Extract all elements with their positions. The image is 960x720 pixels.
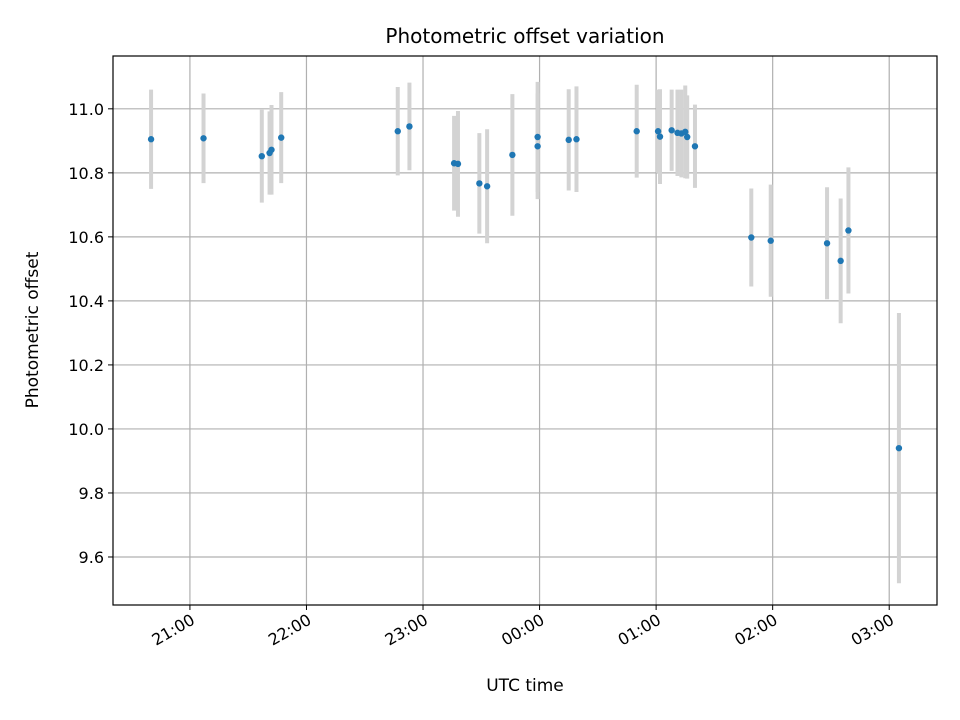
x-tick-label: 22:00	[265, 610, 314, 650]
data-point	[509, 151, 516, 159]
x-axis-ticks: 21:00 22:00 23:00 00:00 01:00 02:00 03:00	[148, 605, 897, 650]
data-point	[200, 135, 207, 142]
x-tick-label: 23:00	[382, 610, 431, 650]
data-point	[895, 444, 903, 452]
data-point	[633, 128, 640, 135]
y-tick-label: 9.6	[79, 548, 104, 567]
data-point	[691, 143, 699, 150]
y-axis-ticks: 9.6 9.8 10.0 10.2 10.4 10.6 10.8 11.0	[68, 100, 113, 567]
data-point	[534, 133, 541, 141]
data-point	[454, 160, 462, 168]
data-point	[534, 143, 541, 150]
data-point	[147, 136, 155, 143]
data-point	[837, 257, 844, 265]
data-point	[683, 133, 691, 141]
x-tick-label: 00:00	[498, 610, 547, 650]
data-point	[394, 128, 401, 135]
data-point	[483, 183, 491, 190]
x-tick-label: 03:00	[848, 610, 897, 650]
data-point	[748, 234, 755, 241]
y-tick-label: 10.0	[68, 420, 104, 439]
data-point	[406, 123, 413, 130]
data-point	[682, 128, 689, 136]
data-point	[767, 237, 774, 244]
y-tick-label: 10.6	[68, 228, 104, 247]
y-tick-label: 10.8	[68, 164, 104, 183]
data-point	[654, 128, 662, 135]
data-point	[268, 146, 275, 153]
data-point	[258, 152, 265, 160]
y-axis-label: Photometric offset	[23, 251, 43, 408]
data-point	[565, 136, 572, 144]
x-axis-label: UTC time	[486, 676, 564, 696]
data-point	[656, 133, 664, 140]
plot-frame	[112, 55, 938, 606]
y-tick-label: 9.8	[79, 484, 104, 503]
data-point	[845, 227, 852, 234]
data-point	[823, 240, 831, 247]
y-tick-label: 10.2	[68, 356, 104, 375]
grid-layer	[113, 56, 937, 605]
data-point	[278, 134, 285, 141]
chart-title: Photometric offset variation	[385, 24, 664, 48]
data-point	[476, 180, 483, 187]
data-point-layer	[147, 123, 903, 452]
x-tick-label: 01:00	[615, 610, 664, 650]
x-tick-label: 02:00	[731, 610, 780, 650]
data-point	[573, 136, 580, 143]
x-tick-label: 21:00	[148, 610, 197, 650]
data-point	[668, 127, 675, 134]
y-tick-label: 10.4	[68, 292, 104, 311]
y-tick-label: 11.0	[68, 100, 104, 119]
